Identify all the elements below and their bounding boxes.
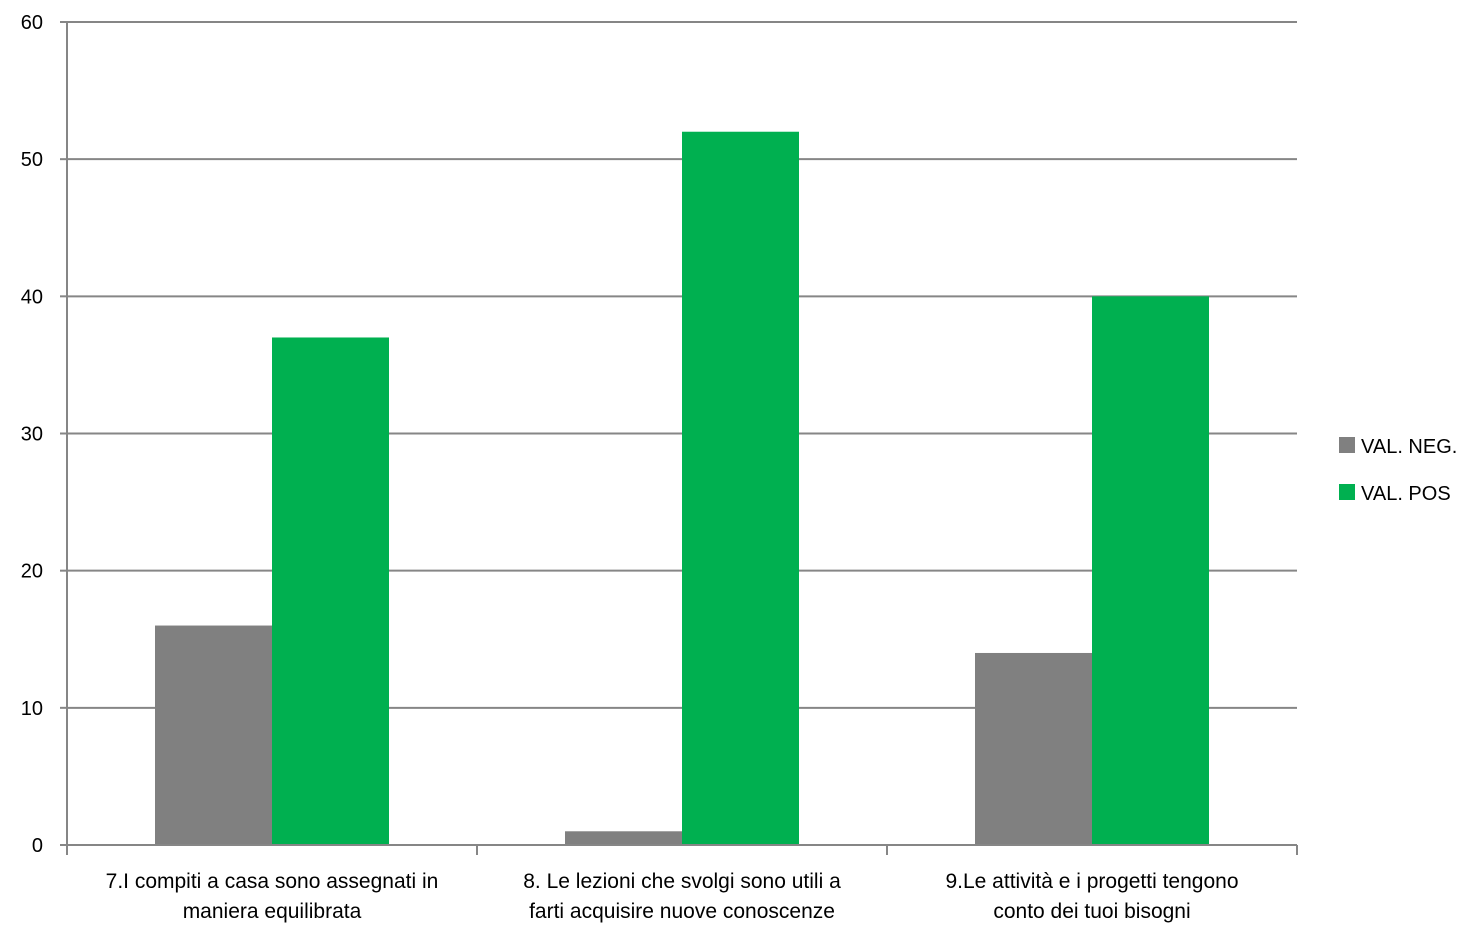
bar-val-pos <box>1092 296 1209 845</box>
y-tick-label: 0 <box>32 835 43 857</box>
legend-swatch <box>1339 484 1355 500</box>
bar-val-neg <box>155 625 272 845</box>
y-tick-label: 40 <box>21 286 43 308</box>
y-tick-label: 60 <box>21 12 43 34</box>
bar-val-neg <box>975 652 1092 845</box>
bar-val-neg <box>565 831 682 845</box>
y-axis-ticks: 0 10 20 30 40 50 60 <box>21 12 43 857</box>
y-tick-label: 10 <box>21 698 43 720</box>
category-label: 7.I compiti a casa sono assegnati in <box>106 870 439 893</box>
category-label: farti acquisire nuove conoscenze <box>529 900 835 923</box>
bars <box>155 131 1209 845</box>
legend-label: VAL. NEG. <box>1361 436 1457 458</box>
category-label: 9.Le attività e i progetti tengono <box>945 870 1238 893</box>
legend-swatch <box>1339 437 1355 453</box>
legend: VAL. NEG. VAL. POS <box>1339 436 1457 505</box>
bar-val-pos <box>682 131 799 845</box>
x-axis-categories: 7.I compiti a casa sono assegnati in mani… <box>106 870 1239 923</box>
axes <box>60 21 1298 855</box>
bar-val-pos <box>272 337 389 845</box>
legend-label: VAL. POS <box>1361 483 1451 505</box>
category-label: maniera equilibrata <box>183 900 362 923</box>
category-label: conto dei tuoi bisogni <box>993 900 1190 923</box>
y-tick-label: 20 <box>21 561 43 583</box>
y-tick-label: 50 <box>21 149 43 171</box>
category-label: 8. Le lezioni che svolgi sono utili a <box>523 870 841 893</box>
y-tick-label: 30 <box>21 424 43 446</box>
